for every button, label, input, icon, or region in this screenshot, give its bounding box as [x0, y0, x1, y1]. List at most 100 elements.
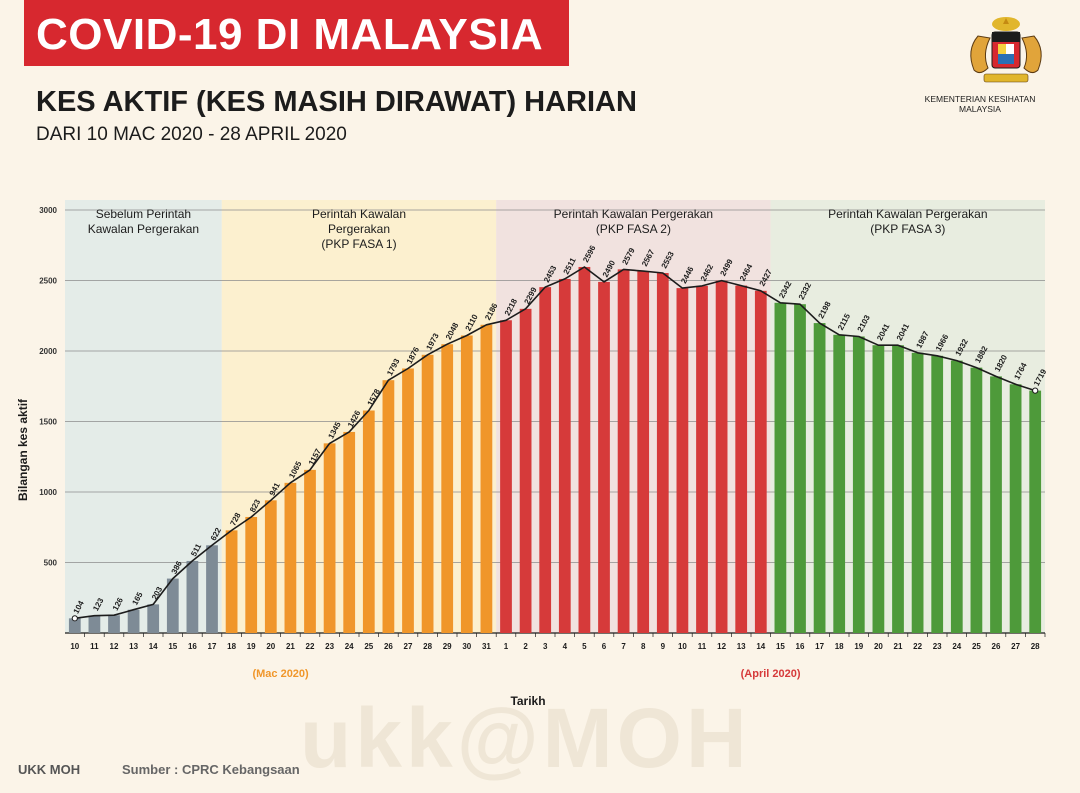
x-tick-label: 24	[952, 642, 961, 651]
bar	[813, 323, 826, 633]
x-tick-label: 11	[90, 642, 99, 651]
x-tick-label: 15	[776, 642, 785, 651]
bar	[696, 285, 708, 633]
x-tick-label: 23	[325, 642, 334, 651]
bar	[127, 609, 140, 633]
x-tick-label: 20	[266, 642, 275, 651]
bar	[245, 516, 258, 633]
bar	[872, 345, 885, 633]
x-tick-label: 16	[188, 642, 197, 651]
bar	[892, 345, 904, 633]
malaysia-coat-of-arms-icon	[970, 17, 1042, 83]
y-tick-label: 1500	[39, 418, 57, 427]
x-tick-label: 17	[208, 642, 217, 651]
x-tick-label: 12	[110, 642, 119, 651]
x-tick-label: 10	[70, 642, 79, 651]
x-tick-label: 15	[168, 642, 177, 651]
x-tick-label: 13	[129, 642, 138, 651]
bar	[323, 443, 336, 633]
x-tick-label: 25	[364, 642, 373, 651]
bar	[480, 324, 493, 633]
bar	[68, 618, 81, 633]
bar	[460, 335, 473, 633]
x-tick-label: 19	[247, 642, 256, 651]
bar	[206, 545, 218, 633]
bar	[225, 530, 238, 633]
phase-label: Perintah Kawalan Pergerakan	[554, 207, 713, 221]
x-tick-label: 1	[504, 642, 509, 651]
x-tick-label: 30	[462, 642, 471, 651]
x-tick-label: 5	[582, 642, 587, 651]
x-tick-label: 11	[698, 642, 707, 651]
bar	[735, 285, 748, 633]
bar	[617, 269, 630, 633]
x-tick-label: 21	[894, 642, 903, 651]
phase-label: (PKP FASA 3)	[870, 222, 945, 236]
chart-title: KES AKTIF (KES MASIH DIRAWAT) HARIAN	[36, 86, 637, 118]
x-tick-label: 7	[621, 642, 626, 651]
x-tick-label: 10	[678, 642, 687, 651]
x-tick-label: 29	[443, 642, 452, 651]
bar	[598, 281, 610, 633]
bar	[108, 615, 120, 633]
phase-background-4	[770, 200, 1045, 633]
bar	[637, 271, 650, 633]
month-label: (April 2020)	[741, 668, 801, 680]
bar	[578, 266, 591, 633]
trend-line	[71, 266, 1039, 622]
bar	[1009, 384, 1022, 633]
bar	[911, 352, 924, 633]
bar	[402, 368, 414, 633]
trend-end-point	[1032, 387, 1039, 394]
bar	[990, 376, 1002, 633]
y-tick-label: 3000	[39, 206, 57, 215]
phase-label: Pergerakan	[328, 222, 390, 236]
x-tick-label: 4	[563, 642, 568, 651]
title-banner: COVID-19 DI MALAYSIA	[24, 0, 569, 66]
bars	[68, 266, 1042, 633]
x-tick-label: 14	[149, 642, 158, 651]
bar	[558, 278, 571, 633]
x-axis: 10 11 12 13 14 15 16 17 18 19 20 21 22 23 24 25 26 27 28 29…	[70, 633, 1046, 680]
x-tick-label: 22	[306, 642, 315, 651]
phase-label: Perintah Kawalan	[312, 207, 406, 221]
phase-label: Sebelum Perintah	[96, 207, 191, 221]
bar	[931, 355, 944, 633]
x-tick-label: 18	[227, 642, 236, 651]
x-axis-label: Tarikh	[510, 694, 545, 708]
x-tick-label: 19	[854, 642, 863, 651]
x-tick-label: 26	[384, 642, 393, 651]
phase-label: (PKP FASA 1)	[321, 237, 396, 251]
month-label: (Mac 2020)	[252, 668, 309, 680]
phase-background-1	[65, 200, 222, 633]
footer-credit: UKK MOH	[18, 762, 81, 777]
x-tick-label: 12	[717, 642, 726, 651]
chart-subtitle: DARI 10 MAC 2020 - 28 APRIL 2020	[36, 124, 347, 145]
x-tick-label: 16	[796, 642, 805, 651]
y-tick-label: 2500	[39, 277, 57, 286]
x-tick-label: 8	[641, 642, 646, 651]
bar	[382, 380, 395, 633]
phase-label: (PKP FASA 2)	[596, 222, 671, 236]
x-tick-label: 20	[874, 642, 883, 651]
x-tick-label: 21	[286, 642, 295, 651]
bar	[676, 288, 689, 633]
bar	[362, 410, 375, 633]
x-tick-label: 3	[543, 642, 548, 651]
bar	[147, 604, 160, 633]
trend-start-point	[71, 615, 78, 622]
bar	[88, 615, 101, 633]
bar	[715, 280, 728, 633]
bar	[833, 334, 846, 633]
y-axis-label: Bilangan kes aktif	[16, 398, 30, 501]
x-tick-label: 25	[972, 642, 981, 651]
x-tick-label: 28	[423, 642, 432, 651]
bar	[656, 273, 669, 633]
bar	[754, 290, 767, 633]
bar	[421, 354, 434, 633]
x-tick-label: 6	[602, 642, 607, 651]
y-axis: 500 1000 1500 2000 2500 3000	[39, 206, 57, 568]
bar	[186, 560, 199, 633]
watermark: ukk@MOH	[300, 691, 751, 785]
